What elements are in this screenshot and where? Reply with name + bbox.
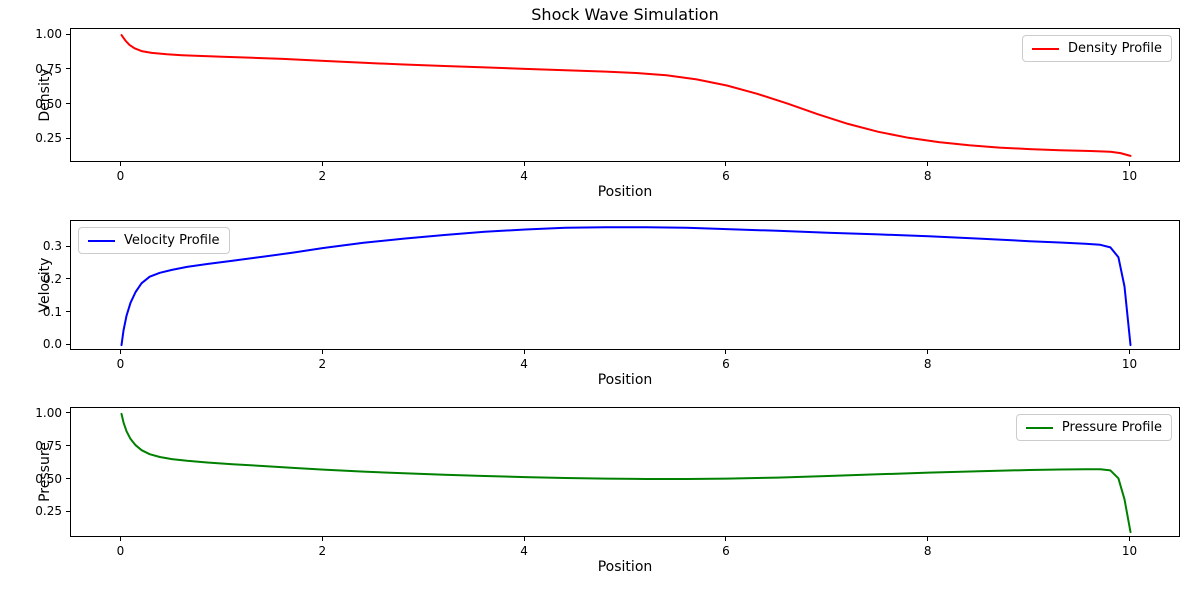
x-tick-label: 8 xyxy=(923,544,932,558)
x-tick-mark xyxy=(725,162,727,166)
y-tick-mark xyxy=(66,245,70,247)
x-tick-label: 4 xyxy=(520,544,528,558)
x-tick-mark xyxy=(119,162,121,166)
x-tick-mark xyxy=(1129,537,1131,541)
density-x-axis-label: Position xyxy=(597,184,653,200)
x-tick-mark xyxy=(321,350,323,354)
y-tick-mark xyxy=(66,137,70,139)
x-tick-mark xyxy=(523,162,525,166)
x-tick-mark xyxy=(1129,162,1131,166)
x-tick-label: 8 xyxy=(923,357,932,371)
y-tick-label: 0.2 xyxy=(42,271,62,286)
x-tick-label: 6 xyxy=(722,357,730,371)
velocity-plot-area: Velocity Profile xyxy=(70,220,1180,350)
velocity-legend: Velocity Profile xyxy=(78,227,230,254)
y-tick-label: 0.50 xyxy=(35,471,62,486)
x-tick-mark xyxy=(725,350,727,354)
figure-title: Shock Wave Simulation xyxy=(531,5,719,24)
pressure-legend-label: Pressure Profile xyxy=(1061,420,1162,435)
x-tick-label: 6 xyxy=(722,544,730,558)
x-tick-label: 10 xyxy=(1121,544,1138,558)
y-tick-label: 0.50 xyxy=(35,96,62,111)
y-tick-mark xyxy=(66,68,70,70)
x-tick-mark xyxy=(523,350,525,354)
y-tick-label: 1.00 xyxy=(35,405,62,420)
y-tick-mark xyxy=(66,343,70,345)
y-tick-mark xyxy=(66,103,70,105)
y-tick-label: 0.75 xyxy=(35,61,62,76)
y-tick-label: 0.25 xyxy=(35,504,62,519)
x-tick-label: 6 xyxy=(722,169,730,183)
y-tick-mark xyxy=(66,278,70,280)
y-tick-mark xyxy=(66,510,70,512)
x-tick-mark xyxy=(523,537,525,541)
density-legend-line-icon xyxy=(1032,47,1060,50)
x-tick-mark xyxy=(725,537,727,541)
x-tick-label: 2 xyxy=(318,169,327,183)
x-tick-mark xyxy=(1129,350,1131,354)
y-tick-mark xyxy=(66,33,70,35)
x-tick-mark xyxy=(927,162,929,166)
x-tick-mark xyxy=(119,350,121,354)
density-curve-svg xyxy=(120,34,1132,157)
y-tick-mark xyxy=(66,478,70,480)
y-tick-label: 0.3 xyxy=(42,239,62,254)
velocity-legend-label: Velocity Profile xyxy=(124,233,220,248)
density-y-axis-label: Density xyxy=(37,68,53,122)
x-tick-mark xyxy=(927,537,929,541)
x-tick-label: 8 xyxy=(923,169,932,183)
y-tick-mark xyxy=(66,445,70,447)
x-tick-label: 2 xyxy=(318,544,327,558)
velocity-curve-svg xyxy=(120,226,1132,347)
x-tick-label: 4 xyxy=(520,357,528,371)
x-tick-mark xyxy=(119,537,121,541)
density-legend-label: Density Profile xyxy=(1068,41,1162,56)
x-tick-label: 10 xyxy=(1121,169,1138,183)
pressure-x-axis-label: Position xyxy=(597,559,653,575)
pressure-legend-line-icon xyxy=(1025,426,1053,429)
y-tick-mark xyxy=(66,311,70,313)
y-tick-mark xyxy=(66,412,70,414)
x-tick-label: 10 xyxy=(1121,357,1138,371)
y-tick-label: 0.75 xyxy=(35,438,62,453)
x-tick-label: 4 xyxy=(520,169,528,183)
x-tick-label: 2 xyxy=(318,357,327,371)
velocity-legend-line-icon xyxy=(88,239,115,242)
density-legend: Density Profile xyxy=(1022,35,1172,62)
y-tick-label: 0.0 xyxy=(42,337,62,352)
x-tick-label: 0 xyxy=(116,169,125,183)
x-tick-mark xyxy=(321,537,323,541)
pressure-plot-area: Pressure Profile xyxy=(70,407,1180,537)
x-tick-label: 0 xyxy=(116,544,125,558)
velocity-x-axis-label: Position xyxy=(597,372,653,388)
density-plot-area: Density Profile xyxy=(70,28,1180,162)
y-tick-label: 1.00 xyxy=(35,27,62,42)
x-tick-mark xyxy=(321,162,323,166)
x-tick-mark xyxy=(927,350,929,354)
pressure-legend: Pressure Profile xyxy=(1015,414,1172,441)
pressure-curve-svg xyxy=(120,412,1132,534)
x-tick-label: 0 xyxy=(116,357,125,371)
y-tick-label: 0.25 xyxy=(35,131,62,146)
y-tick-label: 0.1 xyxy=(42,304,62,319)
